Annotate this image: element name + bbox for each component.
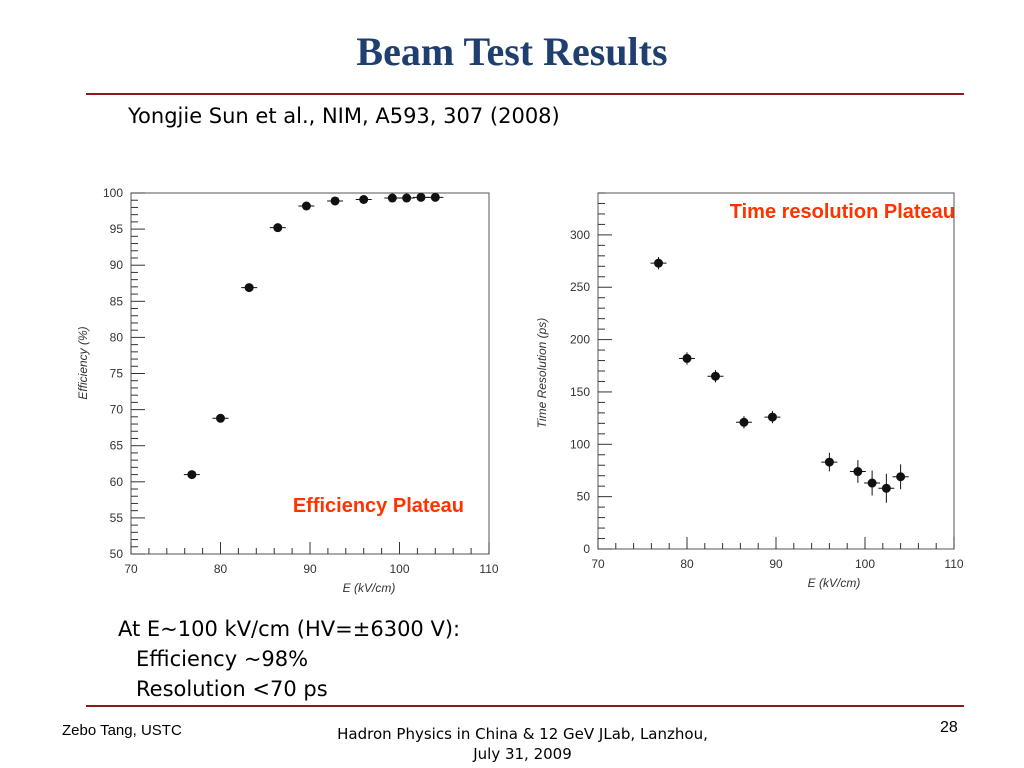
y-tick-label: 65 (110, 439, 124, 453)
data-point (878, 473, 895, 503)
data-point (298, 201, 315, 211)
footer-divider (86, 705, 964, 707)
marker (430, 192, 440, 202)
marker (359, 194, 369, 204)
marker (767, 412, 777, 422)
citation: Yongjie Sun et al., NIM, A593, 307 (2008… (128, 104, 560, 128)
data-point (212, 413, 229, 423)
x-tick-label: 100 (389, 562, 409, 576)
y-tick-label: 55 (110, 511, 124, 525)
y-tick-label: 250 (570, 280, 590, 294)
marker (416, 192, 426, 202)
marker (330, 196, 340, 206)
y-tick-label: 90 (110, 258, 124, 272)
y-tick-label: 75 (110, 367, 124, 381)
data-point (735, 416, 752, 429)
data-point (269, 223, 286, 233)
y-tick-label: 50 (110, 547, 124, 561)
marker (654, 258, 664, 268)
marker (710, 371, 720, 381)
summary-line-resolution: Resolution <70 ps (136, 677, 328, 701)
y-tick-label: 95 (110, 222, 124, 236)
data-point (650, 257, 667, 270)
x-axis-label: E (kV/cm) (343, 581, 396, 595)
data-point (241, 283, 258, 293)
x-tick-label: 90 (769, 557, 783, 571)
summary-text: At E~100 kV/cm (HV=±6300 V): Efficiency … (118, 614, 460, 704)
x-tick-label: 70 (591, 557, 605, 571)
data-point (398, 193, 415, 203)
page-number: 28 (940, 719, 958, 736)
x-tick-label: 80 (680, 557, 694, 571)
y-tick-label: 60 (110, 475, 124, 489)
efficiency-chart: 70 80 90 100 110 50 55 60 65 70 75 80 85 90 95 100 E (kV… (76, 186, 499, 595)
data-point (892, 464, 909, 490)
footer-event: Hadron Physics in China & 12 GeV JLab, L… (295, 724, 750, 764)
x-tick-label: 110 (944, 557, 963, 571)
x-tick-label: 90 (303, 562, 317, 576)
footer-event-line1: Hadron Physics in China & 12 GeV JLab, L… (337, 725, 708, 743)
plateau-annotation: Efficiency Plateau (293, 495, 464, 517)
title-divider (86, 93, 964, 95)
time-resolution-chart: 70 80 90 100 110 0 50 100 150 200 250 300 E (kV/cm) T… (535, 192, 964, 590)
y-tick-label: 50 (577, 490, 591, 504)
x-tick-label: 80 (214, 562, 228, 576)
x-axis-label: E (kV/cm) (808, 576, 861, 590)
data-point (427, 192, 444, 202)
y-tick-label: 0 (583, 542, 590, 556)
marker (187, 470, 197, 480)
x-tick-label: 100 (855, 557, 875, 571)
marker (244, 283, 254, 293)
data-point (412, 192, 429, 202)
plot-frame (597, 192, 955, 550)
y-tick-label: 100 (103, 186, 123, 200)
marker (739, 417, 749, 427)
y-tick-label: 200 (570, 333, 590, 347)
y-axis-label: Efficiency (%) (76, 326, 90, 399)
y-tick-label: 300 (570, 228, 590, 242)
marker (853, 467, 863, 477)
y-axis-label: Time Resolution (ps) (535, 318, 549, 429)
y-tick-label: 100 (570, 437, 590, 451)
x-tick-label: 110 (479, 562, 498, 576)
data-point (183, 470, 200, 480)
y-tick-label: 85 (110, 294, 124, 308)
summary-line-efficiency: Efficiency ~98% (136, 647, 309, 671)
data-point (384, 193, 401, 203)
data-point (764, 410, 781, 424)
footer-event-line2: July 31, 2009 (473, 745, 572, 763)
marker (896, 472, 906, 482)
slide-title: Beam Test Results (356, 29, 668, 74)
data-point (355, 194, 372, 204)
marker (402, 193, 412, 203)
data-point (327, 196, 344, 206)
y-tick-label: 150 (570, 385, 590, 399)
y-tick-label: 70 (110, 403, 124, 417)
data-point (679, 352, 695, 365)
marker (273, 223, 283, 233)
marker (301, 201, 311, 211)
marker (824, 457, 834, 467)
marker (216, 413, 225, 423)
plateau-annotation: Time resolution Plateau (730, 201, 955, 223)
summary-line-condition: At E~100 kV/cm (HV=±6300 V): (118, 617, 461, 641)
marker (387, 193, 397, 203)
data-point (707, 370, 724, 383)
data-point (864, 470, 881, 496)
marker (881, 483, 891, 493)
data-point (821, 452, 838, 472)
y-tick-label: 80 (110, 330, 124, 344)
x-tick-label: 70 (124, 562, 138, 576)
footer-author: Zebo Tang, USTC (62, 722, 182, 739)
marker (867, 478, 877, 488)
data-point (849, 460, 866, 483)
marker (682, 353, 692, 363)
